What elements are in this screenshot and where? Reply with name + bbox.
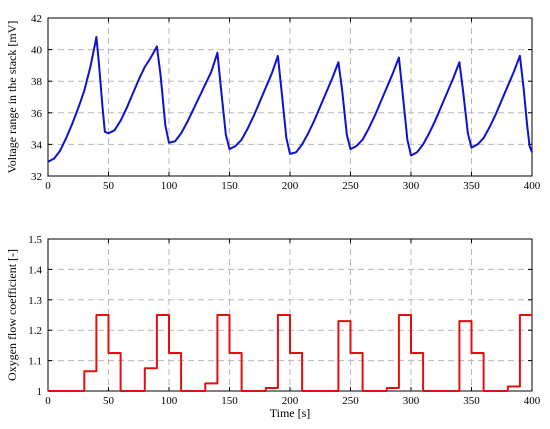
series-line-0 (48, 314, 532, 392)
x-tick-label: 350 (463, 395, 480, 407)
series-line-0 (47, 35, 533, 163)
x-tick-label: 50 (103, 180, 115, 192)
y-tick-label: 40 (31, 45, 43, 57)
x-tick-label: 0 (45, 180, 51, 192)
y-tick-label: 1.3 (28, 295, 42, 307)
y-tick-label: 1.2 (28, 325, 42, 337)
x-tick-label: 250 (342, 180, 359, 192)
y-tick-label: 38 (31, 76, 43, 88)
y-tick-label: 1.4 (28, 264, 42, 276)
x-tick-label: 0 (45, 395, 51, 407)
x-tick-label: 150 (221, 180, 238, 192)
voltage-chart: 0 50 100 150 200 250 300 350 400 32 34 36 38 40 42 Volt… (5, 13, 541, 192)
y-tick-label: 32 (31, 171, 42, 183)
y-axis-label: Oxygen flow coefficient [-] (5, 249, 19, 381)
x-tick-label: 250 (342, 395, 359, 407)
x-tick-label: 50 (103, 395, 115, 407)
x-tick-label: 300 (403, 180, 420, 192)
x-tick-label: 400 (524, 395, 541, 407)
x-tick-label: 200 (282, 395, 299, 407)
x-tick-label: 350 (463, 180, 480, 192)
x-tick-label: 400 (524, 180, 541, 192)
oxygen-flow-chart: 0 50 100 150 200 250 300 350 400 1 1.1 1.2 1.3 1.4 1.5… (5, 234, 541, 420)
x-tick-label: 100 (161, 180, 178, 192)
x-tick-label: 200 (282, 180, 299, 192)
x-tick-label: 100 (161, 395, 178, 407)
y-axis-label: Voltage range in the stack [mV] (5, 21, 19, 174)
x-axis-label: Time [s] (270, 406, 311, 420)
y-tick-label: 36 (31, 108, 43, 120)
x-tick-label: 150 (221, 395, 238, 407)
y-tick-label: 1 (37, 386, 43, 398)
y-tick-label: 34 (31, 139, 43, 151)
y-tick-label: 1.5 (28, 234, 42, 246)
y-tick-label: 42 (31, 13, 42, 25)
y-tick-label: 1.1 (28, 356, 42, 368)
x-tick-label: 300 (403, 395, 420, 407)
